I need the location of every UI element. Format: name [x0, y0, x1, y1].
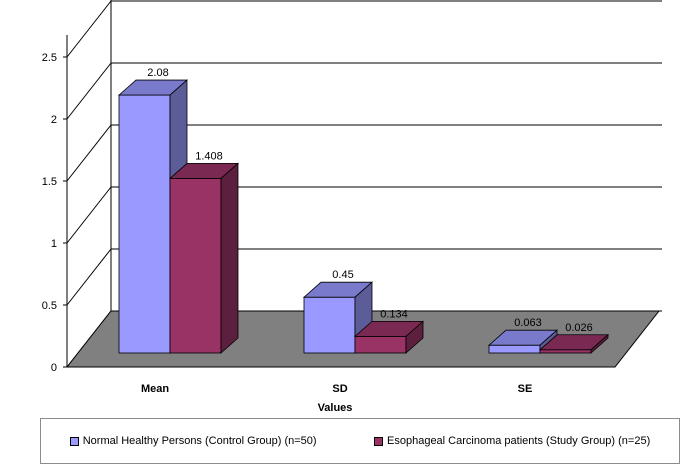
side-wall-gridline: [66, 248, 112, 306]
bar-front: [169, 178, 222, 354]
data-label: 0.134: [380, 308, 408, 320]
x-axis-categories: Mean SD SE: [141, 383, 532, 395]
legend: Normal Healthy Persons (Control Group) (…: [40, 418, 680, 464]
bar-side: [220, 162, 239, 354]
y-tick-label: 2: [51, 114, 57, 126]
legend-label-study: Esophageal Carcinoma patients (Study Gro…: [387, 435, 651, 447]
y-axis: 0 0.5 1 1.5 2 2.5: [42, 35, 615, 374]
bar-front: [488, 344, 541, 354]
data-label-group: 2.08 1.408 0.45 0.134 0.063 0.026: [147, 67, 592, 334]
legend-swatch-study: [374, 436, 384, 446]
bar-chart-3d: 2.08 1.408 0.45 0.134 0.063 0.026 0 0.5 1 1.5 2 2.…: [42, 0, 662, 414]
data-label: 2.08: [147, 67, 168, 79]
bar-front: [354, 335, 407, 354]
data-label: 0.063: [514, 317, 542, 329]
data-label: 0.026: [565, 322, 593, 334]
side-wall-gridline: [66, 0, 112, 58]
bar-side: [405, 320, 424, 354]
bar-side: [590, 333, 609, 354]
bar-front: [539, 349, 592, 354]
side-wall-gridline: [66, 62, 112, 120]
x-tick-label: Mean: [141, 383, 169, 395]
x-tick-label: SD: [332, 383, 347, 395]
bar-group: [117, 79, 610, 354]
x-tick-label: SE: [518, 383, 533, 395]
x-axis-title: Values: [318, 402, 353, 414]
y-tick-label: 2.5: [42, 52, 57, 64]
data-label: 0.45: [332, 269, 353, 281]
y-tick-label: 0.5: [42, 300, 57, 312]
legend-label-control: Normal Healthy Persons (Control Group) (…: [82, 435, 317, 447]
data-label: 1.408: [195, 150, 223, 162]
y-tick-label: 1.5: [42, 176, 57, 188]
legend-item-study: Esophageal Carcinoma patients (Study Gro…: [374, 435, 650, 447]
side-wall-gridline: [66, 124, 112, 182]
bar-front: [118, 94, 171, 354]
legend-swatch-control: [69, 436, 79, 446]
y-tick-label: 0: [51, 362, 57, 374]
side-wall-gridline: [66, 186, 112, 244]
y-tick-label: 1: [51, 238, 57, 250]
bar-front: [303, 296, 356, 354]
legend-item-control: Normal Healthy Persons (Control Group) (…: [69, 435, 317, 447]
